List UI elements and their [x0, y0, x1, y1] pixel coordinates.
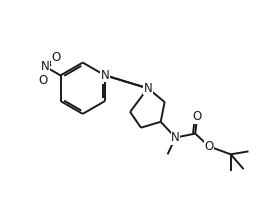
Text: N: N [41, 60, 50, 73]
Text: O: O [51, 51, 60, 64]
Text: O: O [39, 74, 48, 87]
Text: N: N [171, 131, 180, 144]
Text: O: O [192, 110, 202, 123]
Text: O: O [204, 140, 214, 153]
Text: N: N [101, 69, 109, 82]
Text: N: N [144, 82, 152, 95]
